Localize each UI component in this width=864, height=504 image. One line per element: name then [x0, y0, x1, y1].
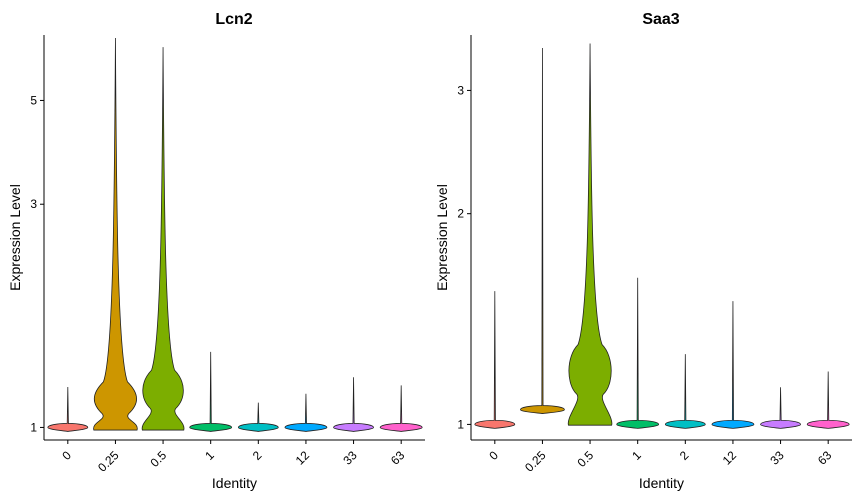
- y-axis-title: Expression Level: [7, 184, 23, 291]
- violin-0.25: [93, 37, 138, 431]
- violin-0: [474, 291, 516, 429]
- violin-33: [760, 387, 801, 429]
- violin-0: [47, 387, 89, 432]
- violin-63: [806, 371, 850, 429]
- y-axis-title: Expression Level: [434, 184, 450, 291]
- x-tick-label: 63: [388, 448, 408, 468]
- y-tick-label: 3: [30, 197, 37, 211]
- x-axis-title: Identity: [639, 475, 684, 491]
- x-tick-label: 0.5: [147, 448, 169, 470]
- x-tick-label: 12: [720, 448, 740, 468]
- panel-lcn2: Lcn2 1 3 5 Expression Level Identity 0 0.25 0.5 1…: [7, 11, 425, 491]
- violin-0.25: [520, 47, 565, 414]
- violin-0.5: [567, 43, 613, 426]
- y-tick-label: 1: [457, 417, 464, 431]
- y-tick-label: 2: [457, 207, 464, 221]
- violin-2: [237, 402, 279, 432]
- violin-63: [379, 385, 423, 432]
- violin-12: [284, 393, 328, 432]
- x-tick-label: 1: [629, 448, 644, 463]
- violin-0.5: [141, 47, 185, 431]
- chart-title: Saa3: [642, 11, 679, 28]
- x-tick-label: 0.5: [574, 448, 596, 470]
- x-tick-label: 0.25: [95, 448, 122, 475]
- x-tick-label: 2: [677, 448, 692, 463]
- violin-1: [616, 277, 660, 429]
- violin-12: [711, 301, 755, 429]
- y-tick-label: 3: [457, 83, 464, 97]
- chart-title: Lcn2: [215, 11, 252, 28]
- violin-2: [664, 354, 706, 429]
- y-tick-label: 5: [30, 93, 37, 107]
- x-tick-label: 12: [293, 448, 313, 468]
- x-tick-label: 33: [340, 448, 360, 468]
- x-tick-label: 2: [250, 448, 265, 463]
- violin-1: [189, 351, 233, 432]
- x-tick-label: 63: [815, 448, 835, 468]
- x-tick-label: 33: [767, 448, 787, 468]
- x-axis-title: Identity: [212, 475, 257, 491]
- x-tick-label: 0: [59, 448, 74, 463]
- x-tick-label: 0: [486, 448, 501, 463]
- violin-33: [333, 377, 374, 432]
- x-tick-label: 1: [202, 448, 217, 463]
- x-tick-label: 0.25: [522, 448, 549, 475]
- y-tick-label: 1: [30, 420, 37, 434]
